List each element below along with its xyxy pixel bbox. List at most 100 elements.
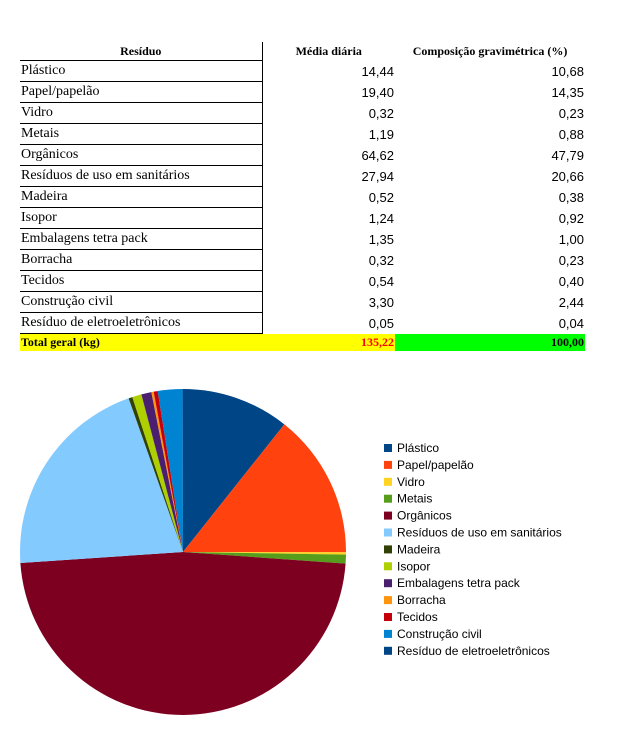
daily-average-cell: 0,54 — [368, 273, 394, 289]
table-row: Isopor 1,24 0,92 — [20, 207, 585, 229]
composition-cell: 14,35 — [551, 84, 584, 100]
table-row: Borracha 0,32 0,23 — [20, 249, 585, 271]
legend-label: Papel/papelão — [397, 458, 474, 472]
pie-slice-11 — [157, 389, 183, 552]
residue-name-cell: Embalagens tetra pack — [20, 228, 263, 250]
pie-slice-4 — [20, 552, 346, 715]
table-row: Embalagens tetra pack 1,35 1,00 — [20, 228, 585, 250]
pie-slice-0 — [183, 389, 285, 552]
table-row: Tecidos 0,54 0,40 — [20, 270, 585, 292]
legend-swatch — [384, 444, 392, 452]
composition-cell: 10,68 — [551, 63, 584, 79]
table-row: Resíduo de eletroeletrônicos 0,05 0,04 — [20, 312, 585, 334]
table-row: Vidro 0,32 0,23 — [20, 102, 585, 124]
legend-label: Borracha — [397, 593, 446, 607]
pie-slice-10 — [153, 390, 183, 552]
pie-slice-7 — [132, 394, 183, 552]
residue-name-cell: Metais — [20, 123, 263, 145]
total-label-cell: Total geral (kg) — [20, 333, 262, 351]
legend-label: Madeira — [397, 542, 441, 556]
table-header-row: Resíduo Média diária Composição gravimét… — [20, 42, 585, 61]
legend-swatch — [384, 646, 392, 655]
composition-cell: 47,79 — [551, 147, 584, 163]
legend-label: Metais — [397, 492, 432, 506]
daily-average-cell: 0,32 — [368, 252, 394, 268]
table-row: Construção civil 3,30 2,44 — [20, 291, 585, 313]
legend-swatch — [384, 477, 392, 486]
composition-cell: 0,23 — [558, 252, 584, 268]
residue-table: Resíduo Média diária Composição gravimét… — [20, 42, 586, 351]
composition-cell: 0,04 — [558, 315, 584, 331]
legend-swatch — [384, 613, 392, 621]
residue-table-container: Resíduo Média diária Composição gravimét… — [20, 42, 586, 351]
composition-cell: 0,40 — [558, 273, 584, 289]
pie-slice-2 — [183, 552, 346, 555]
table-row: Madeira 0,52 0,38 — [20, 186, 585, 208]
residue-name-cell: Madeira — [20, 186, 263, 208]
composition-cell: 0,23 — [558, 105, 584, 121]
legend-swatch — [384, 460, 392, 469]
residue-name-cell: Papel/papelão — [20, 81, 263, 103]
pie-slice-9 — [151, 391, 183, 552]
header-gravimetric-composition: Composição gravimétrica (%) — [412, 43, 568, 58]
pie-slice-6 — [128, 397, 183, 552]
composition-cell: 20,66 — [551, 168, 584, 184]
daily-average-cell: 0,32 — [368, 105, 394, 121]
daily-average-cell: 1,35 — [368, 231, 394, 247]
residue-name-cell: Borracha — [20, 249, 263, 271]
table-row: Plástico 14,44 10,68 — [20, 60, 585, 82]
residue-name-cell: Orgânicos — [20, 144, 263, 166]
composition-cell: 0,38 — [558, 189, 584, 205]
residue-name-cell: Vidro — [20, 102, 263, 124]
pie-slice-1 — [183, 424, 347, 553]
daily-average-cell: 0,52 — [368, 189, 394, 205]
composition-cell: 2,44 — [558, 294, 584, 310]
legend-swatch — [384, 494, 392, 503]
composition-pie-chart: Plástico Papel/papelão Vidro Metais Orgânico… — [20, 388, 562, 715]
legend-label: Isopor — [397, 559, 430, 573]
legend-label: Resíduos de uso em sanitários — [397, 526, 562, 540]
daily-average-cell: 1,24 — [368, 210, 394, 226]
residue-name-cell: Resíduos de uso em sanitários — [20, 165, 263, 187]
legend-label: Orgânicos — [397, 509, 452, 523]
table-row: Resíduos de uso em sanitários 27,94 20,66 — [20, 165, 585, 187]
total-composition-cell: 100,00 — [395, 333, 585, 351]
composition-cell: 0,92 — [558, 210, 584, 226]
table-row: Metais 1,19 0,88 — [20, 123, 585, 145]
residue-name-cell: Construção civil — [20, 291, 263, 313]
legend-swatch — [384, 629, 392, 638]
legend-label: Vidro — [397, 475, 425, 489]
residue-name-cell: Plástico — [20, 60, 263, 82]
header-daily-average: Média diária — [295, 43, 362, 58]
pie-slice-8 — [141, 392, 183, 552]
legend-swatch — [384, 511, 392, 520]
legend-swatch — [384, 562, 392, 571]
residue-name-cell: Tecidos — [20, 270, 263, 292]
pie-slice-5 — [20, 398, 183, 563]
daily-average-cell: 1,19 — [368, 126, 394, 142]
daily-average-cell: 3,30 — [368, 294, 394, 310]
residue-name-cell: Isopor — [20, 207, 263, 229]
pie-slice-3 — [183, 552, 346, 564]
legend-swatch — [384, 579, 392, 588]
header-residue: Resíduo — [20, 42, 263, 61]
legend-label: Embalagens tetra pack — [397, 576, 521, 590]
legend-label: Resíduo de eletroeletrônicos — [397, 644, 550, 658]
daily-average-cell: 14,44 — [361, 63, 394, 79]
legend-swatch — [384, 545, 392, 554]
table-total-row: Total geral (kg) 135,22 100,00 — [20, 333, 585, 351]
legend-label: Construção civil — [397, 627, 482, 641]
total-daily-average-cell: 135,22 — [262, 333, 395, 351]
daily-average-cell: 19,40 — [361, 84, 394, 100]
composition-cell: 1,00 — [558, 231, 584, 247]
legend-label: Tecidos — [397, 610, 438, 624]
daily-average-cell: 0,05 — [368, 315, 394, 331]
legend-swatch — [384, 596, 392, 605]
daily-average-cell: 27,94 — [361, 168, 394, 184]
daily-average-cell: 64,62 — [361, 147, 394, 163]
composition-cell: 0,88 — [558, 126, 584, 142]
table-row: Papel/papelão 19,40 14,35 — [20, 81, 585, 103]
legend-label: Plástico — [397, 441, 439, 455]
residue-name-cell: Resíduo de eletroeletrônicos — [20, 312, 263, 334]
table-row: Orgânicos 64,62 47,79 — [20, 144, 585, 166]
